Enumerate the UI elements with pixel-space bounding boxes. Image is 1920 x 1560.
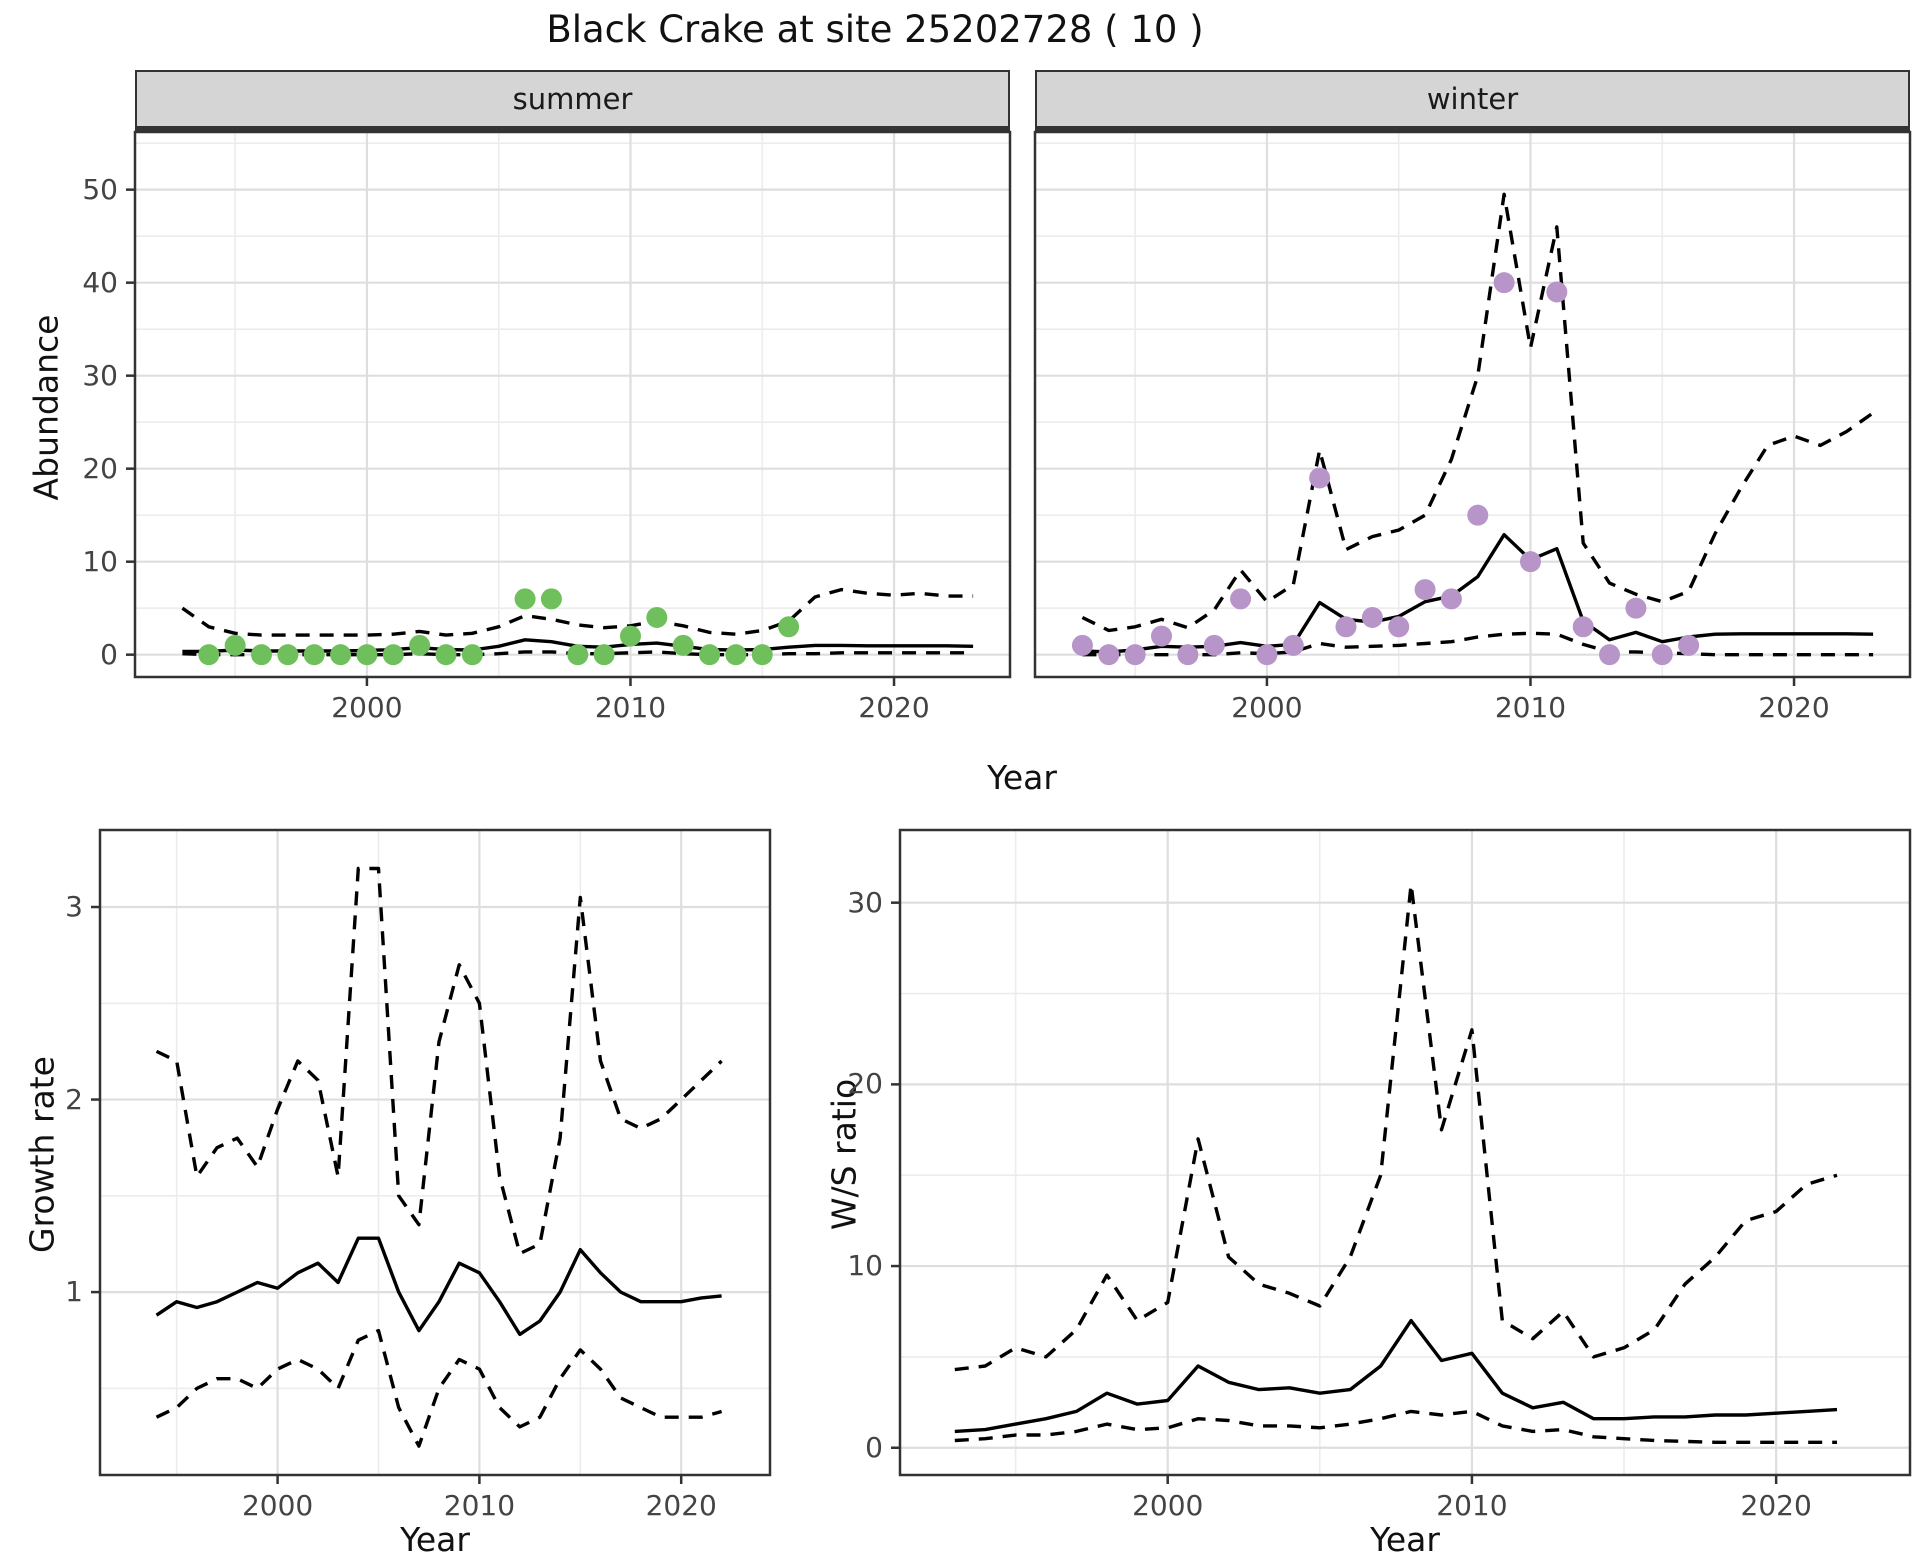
data-point xyxy=(224,634,246,656)
data-point xyxy=(1519,551,1541,573)
data-point xyxy=(1388,616,1410,638)
x-tick-label: 2010 xyxy=(443,1489,516,1522)
data-point xyxy=(1256,644,1278,666)
data-point xyxy=(435,644,457,666)
x-tick-label: 2010 xyxy=(594,691,667,724)
y-tick-label: 40 xyxy=(82,265,118,299)
y-tick-label: 1 xyxy=(65,1275,83,1309)
data-point xyxy=(1282,634,1304,656)
panel-winter xyxy=(1033,130,1912,686)
data-point xyxy=(277,644,299,666)
data-point xyxy=(751,644,773,666)
data-point xyxy=(1177,644,1199,666)
panel-border xyxy=(98,828,772,1477)
panel-growth xyxy=(91,828,772,1484)
data-point xyxy=(1599,644,1621,666)
y-tick-label: 30 xyxy=(82,358,118,392)
y-tick-label: 50 xyxy=(82,172,118,206)
data-point xyxy=(1203,634,1225,656)
panel-border xyxy=(1033,130,1912,679)
data-point xyxy=(619,625,641,647)
data-point xyxy=(356,644,378,666)
data-point xyxy=(382,644,404,666)
facet-strip-winter: winter xyxy=(1035,70,1910,132)
y-tick-label: 30 xyxy=(847,885,883,919)
x-tick-label: 2020 xyxy=(645,1489,717,1522)
y-tick-label: 10 xyxy=(82,544,118,578)
data-point xyxy=(198,644,220,666)
growth-axis-title: Growth rate xyxy=(22,1056,62,1253)
panel-ws xyxy=(891,828,1912,1484)
data-point xyxy=(1361,606,1383,628)
data-point xyxy=(1467,504,1489,526)
x-tick-label: 2010 xyxy=(1494,691,1567,724)
panel-border xyxy=(133,130,1012,679)
data-point xyxy=(1151,625,1173,647)
data-point xyxy=(725,644,747,666)
y-tick-label: 10 xyxy=(847,1249,883,1283)
x-tick-label: 2000 xyxy=(331,691,403,724)
y-tick-label: 0 xyxy=(865,1430,883,1464)
x-tick-label: 2010 xyxy=(1436,1489,1508,1522)
data-point xyxy=(1625,597,1647,619)
x-tick-label: 2000 xyxy=(1231,691,1303,724)
series-upper_ci-ws xyxy=(954,882,1838,1372)
panel-summer xyxy=(126,130,1012,686)
series-upper_ci-growth xyxy=(155,866,723,1256)
x-tick-label: 2000 xyxy=(1132,1489,1204,1522)
top-x-axis-title: Year xyxy=(987,758,1057,797)
x-tick-label: 2020 xyxy=(1758,691,1830,724)
data-point xyxy=(646,606,668,628)
data-point xyxy=(409,634,431,656)
data-point xyxy=(672,634,694,656)
x-tick-label: 2000 xyxy=(241,1489,314,1522)
data-point xyxy=(593,644,615,666)
data-point xyxy=(1414,579,1436,601)
data-point xyxy=(1651,644,1673,666)
data-point xyxy=(461,644,483,666)
data-point xyxy=(540,588,562,610)
data-point xyxy=(778,616,800,638)
data-point xyxy=(1309,467,1331,489)
data-point xyxy=(1678,634,1700,656)
series-upper_ci-summer xyxy=(181,587,974,637)
data-point xyxy=(699,644,721,666)
data-point xyxy=(1493,272,1515,294)
data-point xyxy=(330,644,352,666)
y-tick-label: 3 xyxy=(65,890,83,923)
data-point xyxy=(1230,588,1252,610)
data-point xyxy=(1546,281,1568,303)
data-point xyxy=(1572,616,1594,638)
x-tick-label: 2020 xyxy=(858,691,930,724)
facet-strip-summer: summer xyxy=(135,70,1010,132)
series-mean-growth xyxy=(155,1236,722,1337)
y-tick-label: 2 xyxy=(65,1082,83,1116)
x-tick-label: 2020 xyxy=(1740,1489,1812,1522)
growth-x-axis-title: Year xyxy=(400,1520,470,1559)
data-point xyxy=(567,644,589,666)
ws-x-axis-title: Year xyxy=(1370,1520,1440,1559)
data-point xyxy=(303,644,325,666)
facet-strip-winter-label: winter xyxy=(1426,82,1519,116)
y-tick-label: 20 xyxy=(82,451,118,485)
data-point xyxy=(1098,644,1120,666)
page-title: Black Crake at site 25202728 ( 10 ) xyxy=(546,8,1204,51)
series-lower_ci-growth xyxy=(155,1328,723,1448)
panel-border xyxy=(898,828,1912,1477)
facet-strip-summer-label: summer xyxy=(512,82,633,116)
data-point xyxy=(1124,644,1146,666)
data-point xyxy=(1335,616,1357,638)
data-point xyxy=(514,588,536,610)
data-point xyxy=(251,644,273,666)
y-tick-label: 0 xyxy=(100,637,118,671)
series-lower_ci-ws xyxy=(954,1409,1837,1445)
y-tick-label: 20 xyxy=(847,1067,883,1101)
data-point xyxy=(1071,634,1093,656)
data-point xyxy=(1440,588,1462,610)
series-mean-ws xyxy=(954,1318,1838,1434)
